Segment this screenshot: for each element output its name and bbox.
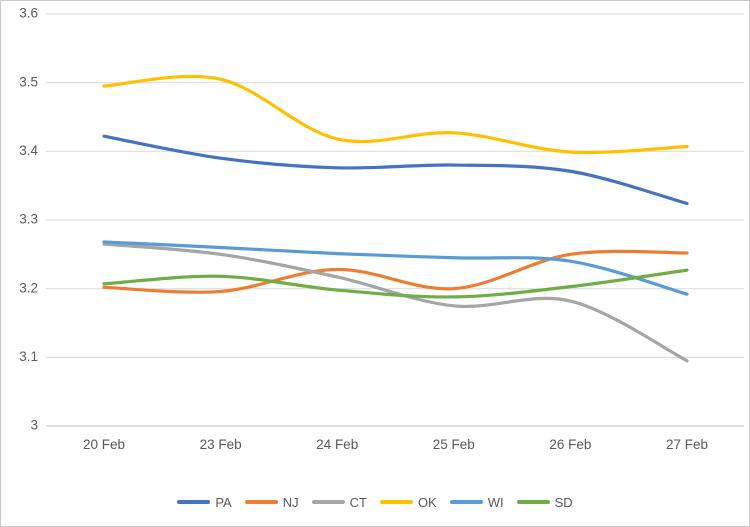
legend-line-swatch-WI [449, 500, 483, 504]
legend-line-swatch-NJ [244, 500, 278, 504]
x-axis-tick-label: 23 Feb [200, 437, 242, 452]
x-axis-tick-label: 24 Feb [316, 437, 358, 452]
series-line-PA [102, 134, 689, 206]
legend-label-NJ: NJ [282, 494, 299, 510]
x-axis-tick-label: 27 Feb [666, 437, 708, 452]
series-line-NJ [102, 249, 689, 294]
legend-line-swatch-SD [516, 500, 550, 504]
y-axis-tick-label: 3.5 [19, 74, 38, 89]
legend-label-WI: WI [487, 494, 504, 510]
x-axis-tick-label: 20 Feb [83, 437, 125, 452]
y-axis-tick-label: 3.1 [19, 349, 38, 364]
legend-line-swatch-OK [379, 500, 413, 504]
y-axis-tick-label: 3.4 [19, 143, 38, 158]
series-line-CT [102, 242, 689, 363]
y-axis-tick-label: 3 [30, 418, 38, 433]
x-axis-tick-label: 25 Feb [433, 437, 475, 452]
legend-item-NJ: NJ [244, 494, 299, 510]
series-line-WI [102, 240, 689, 296]
chart-legend: PA NJ CT OK WI SD [1, 493, 749, 511]
legend-item-OK: OK [379, 494, 437, 510]
legend-item-WI: WI [449, 494, 504, 510]
legend-label-PA: PA [215, 494, 232, 510]
legend-item-CT: CT [311, 494, 367, 510]
y-axis-tick-label: 3.2 [19, 280, 38, 295]
legend-line-swatch-CT [311, 500, 345, 504]
legend-item-SD: SD [516, 494, 573, 510]
legend-label-CT: CT [349, 494, 367, 510]
y-axis-tick-label: 3.3 [19, 212, 38, 227]
series-line-OK [102, 74, 689, 155]
x-axis-tick-label: 26 Feb [549, 437, 591, 452]
series-line-SD [102, 268, 689, 299]
legend-label-OK: OK [417, 494, 437, 510]
legend-line-swatch-PA [177, 500, 211, 504]
y-axis-tick-label: 3.6 [19, 6, 38, 21]
legend-label-SD: SD [554, 494, 573, 510]
legend-item-PA: PA [177, 494, 232, 510]
